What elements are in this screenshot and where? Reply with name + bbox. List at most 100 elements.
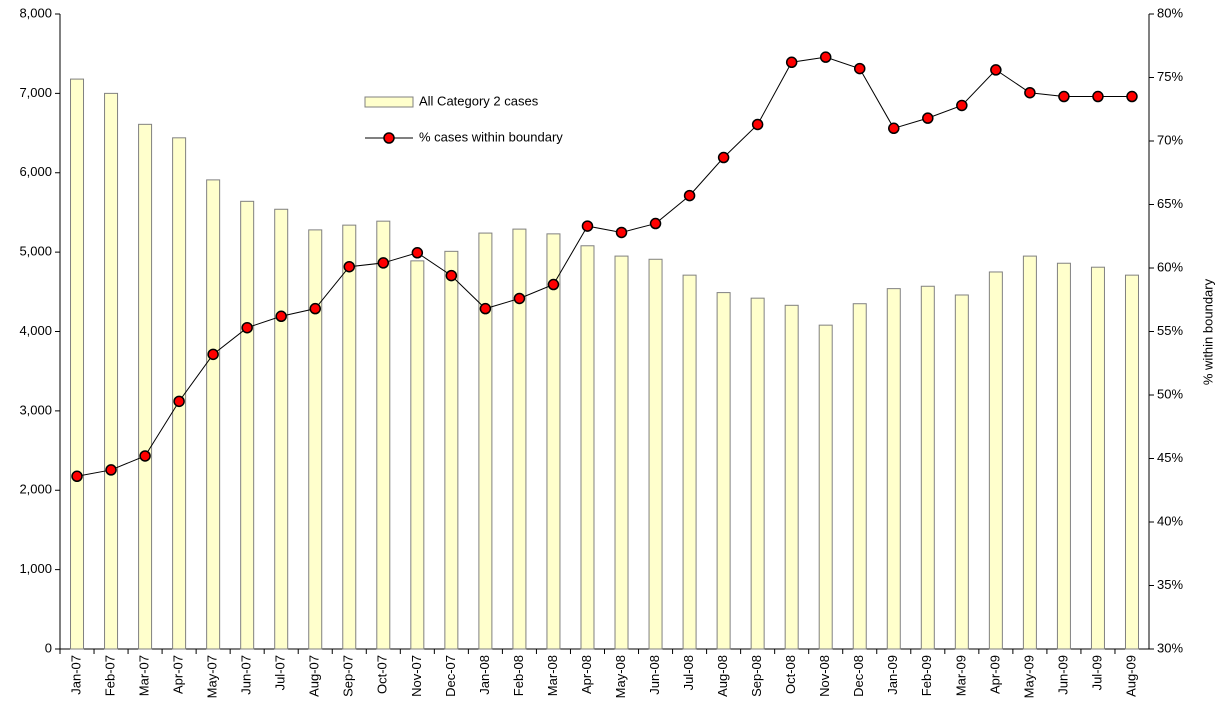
marker [922, 112, 934, 124]
bar [444, 250, 459, 650]
bar [1124, 274, 1139, 650]
bar [614, 255, 629, 650]
y-tick-label: 1,000 [19, 561, 52, 576]
x-tick-label: Jul-07 [273, 655, 288, 690]
y2-tick-label: 40% [1157, 513, 1183, 528]
marker [1024, 86, 1036, 99]
bar [648, 258, 663, 650]
x-tick-label: Mar-09 [953, 655, 968, 696]
marker [888, 122, 900, 135]
bar [478, 232, 493, 650]
marker [990, 64, 1002, 76]
x-tick-label: Oct-07 [375, 655, 390, 694]
y2-tick-label: 65% [1157, 196, 1183, 211]
bar [206, 179, 221, 650]
x-tick-label: Sep-08 [749, 655, 764, 697]
x-tick-label: Jul-08 [681, 655, 696, 690]
y-tick-label: 2,000 [19, 482, 52, 497]
y2-tick-label: 30% [1157, 640, 1183, 655]
marker [717, 151, 730, 164]
y2-tick-label: 75% [1157, 69, 1183, 84]
y-tick-label: 6,000 [19, 164, 52, 179]
x-tick-label: Mar-08 [545, 655, 560, 696]
bar [1056, 262, 1071, 650]
bar [818, 324, 833, 650]
x-tick-label: Jun-08 [647, 655, 662, 695]
y2-tick-label: 60% [1157, 259, 1183, 274]
bar [1090, 266, 1105, 650]
y2-axis-label: % within boundary [1200, 278, 1215, 385]
x-tick-label: Feb-08 [511, 655, 526, 696]
bar [274, 208, 289, 650]
marker [1058, 90, 1070, 103]
y2-tick-label: 35% [1157, 577, 1183, 592]
x-tick-label: Feb-07 [102, 655, 117, 696]
x-tick-label: Nov-07 [409, 655, 424, 697]
y-tick-label: 7,000 [19, 85, 52, 100]
marker [411, 247, 424, 259]
y-tick-label: 0 [45, 640, 52, 655]
marker [683, 189, 696, 202]
marker [956, 99, 968, 112]
bar [70, 78, 85, 650]
y-tick-label: 4,000 [19, 323, 52, 338]
marker [785, 56, 798, 69]
x-tick-label: Nov-08 [817, 655, 832, 697]
x-tick-label: Apr-09 [987, 655, 1002, 694]
y-tick-label: 3,000 [19, 402, 52, 417]
bar [546, 233, 561, 650]
marker [139, 450, 151, 462]
marker [275, 310, 287, 323]
marker [513, 292, 526, 305]
y-tick-label: 5,000 [19, 244, 52, 259]
marker [377, 257, 390, 269]
x-tick-label: Apr-07 [171, 655, 186, 694]
x-tick-label: May-07 [205, 655, 220, 698]
x-tick-label: Dec-08 [851, 655, 866, 697]
bar [988, 271, 1003, 650]
marker [1126, 90, 1138, 103]
x-tick-label: Aug-09 [1123, 655, 1138, 697]
x-tick-label: Jan-08 [477, 655, 492, 695]
bar [886, 288, 901, 650]
marker [105, 464, 117, 476]
x-tick-label: Aug-08 [715, 655, 730, 697]
marker [581, 220, 594, 232]
marker [445, 269, 458, 282]
bar [172, 137, 187, 650]
marker [479, 302, 492, 315]
x-tick-label: Jul-09 [1089, 655, 1104, 690]
legend-swatch [364, 96, 414, 108]
bar [410, 260, 425, 650]
x-tick-label: Jan-07 [68, 655, 83, 695]
marker [309, 302, 321, 315]
bar [920, 285, 935, 650]
x-tick-label: Jan-09 [885, 655, 900, 695]
x-tick-label: Dec-07 [443, 655, 458, 697]
legend-marker [383, 132, 395, 144]
marker [649, 217, 662, 230]
bar [750, 297, 765, 650]
x-tick-label: Jun-07 [239, 655, 254, 695]
x-tick-label: Apr-08 [579, 655, 594, 694]
bar [342, 224, 357, 650]
bar [580, 245, 595, 650]
x-tick-label: Jun-09 [1055, 655, 1070, 695]
marker [71, 470, 83, 483]
bar [512, 228, 527, 650]
x-tick-label: Oct-08 [783, 655, 798, 694]
x-tick-label: Feb-09 [919, 655, 934, 696]
marker [615, 226, 628, 239]
bar [240, 200, 255, 650]
x-tick-label: Mar-07 [137, 655, 152, 696]
line [76, 56, 1132, 477]
marker [547, 278, 560, 291]
legend-label: % cases within boundary [419, 129, 563, 144]
marker [173, 395, 185, 408]
bar [138, 123, 153, 650]
bar [1022, 255, 1037, 650]
marker [207, 348, 219, 361]
bar [104, 92, 119, 650]
marker [1092, 90, 1104, 103]
